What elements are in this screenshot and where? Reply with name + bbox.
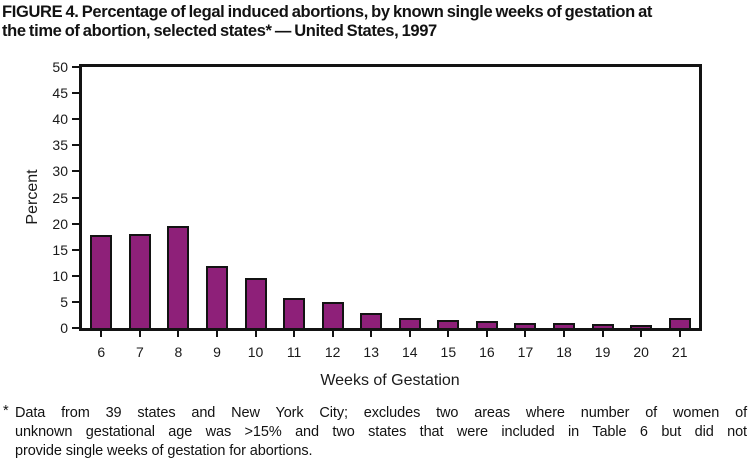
- x-tick-10: [254, 331, 257, 337]
- x-tick-13: [370, 331, 373, 337]
- y-tick-15: [72, 248, 79, 251]
- bar-week-8: [167, 225, 190, 328]
- bar-week-7: [128, 234, 151, 328]
- x-tick-label-18: 18: [556, 344, 572, 360]
- figure-title-line2: the time of abortion, selected states* —…: [2, 22, 437, 40]
- y-tick-label-10: 10: [52, 267, 68, 284]
- x-tick-17: [524, 331, 527, 337]
- y-tick-10: [72, 274, 79, 277]
- bar-week-16: [475, 321, 498, 328]
- y-tick-label-30: 30: [52, 163, 68, 180]
- x-tick-11: [293, 331, 296, 337]
- footnote-asterisk: *: [3, 403, 9, 419]
- footnote-line3: provide single weeks of gestation for ab…: [15, 443, 313, 460]
- y-tick-25: [72, 196, 79, 199]
- x-tick-label-8: 8: [174, 344, 183, 360]
- x-tick-9: [215, 331, 218, 337]
- y-tick-30: [72, 170, 79, 173]
- y-tick-label-5: 5: [60, 293, 68, 310]
- y-tick-0: [72, 327, 79, 329]
- y-tick-label-20: 20: [52, 215, 68, 232]
- x-tick-label-10: 10: [247, 344, 264, 360]
- x-tick-15: [447, 331, 450, 337]
- bar-week-14: [398, 317, 421, 328]
- x-axis-title: Weeks of Gestation: [320, 372, 460, 389]
- x-tick-7: [138, 331, 141, 337]
- x-tick-label-15: 15: [440, 344, 457, 360]
- y-tick-35: [72, 144, 79, 147]
- footnote: * Data from 39 states and New York City;…: [2, 403, 747, 462]
- y-tick-label-35: 35: [52, 137, 68, 154]
- x-tick-8: [177, 331, 180, 337]
- x-tick-label-19: 19: [594, 344, 611, 360]
- bar-week-10: [244, 277, 267, 328]
- x-tick-label-9: 9: [213, 344, 221, 360]
- x-tick-6: [100, 331, 103, 337]
- x-tick-label-20: 20: [633, 344, 649, 360]
- bar-week-20: [630, 324, 653, 328]
- x-tick-label-21: 21: [671, 344, 688, 360]
- bar-week-12: [321, 302, 344, 328]
- x-tick-label-12: 12: [324, 344, 341, 360]
- y-tick-45: [72, 92, 79, 95]
- x-tick-label-7: 7: [135, 344, 144, 360]
- x-tick-label-14: 14: [401, 344, 418, 360]
- y-tick-label-45: 45: [52, 85, 68, 102]
- x-tick-21: [678, 331, 681, 337]
- x-tick-label-13: 13: [363, 344, 379, 360]
- y-tick-label-40: 40: [52, 111, 68, 128]
- plot-area: [79, 64, 702, 331]
- x-tick-label-11: 11: [286, 344, 302, 360]
- y-tick-5: [72, 300, 79, 303]
- x-tick-12: [331, 331, 334, 337]
- y-tick-label-50: 50: [52, 59, 68, 75]
- bar-week-19: [591, 324, 614, 328]
- footnote-line2: unknown gestational age was >15% and two…: [15, 424, 747, 441]
- bar-week-11: [283, 297, 306, 328]
- bar-week-21: [668, 318, 691, 328]
- x-tick-label-17: 17: [517, 344, 534, 360]
- bar-week-18: [553, 323, 576, 328]
- x-tick-19: [601, 331, 604, 337]
- x-tick-20: [640, 331, 643, 337]
- x-tick-label-16: 16: [479, 344, 495, 360]
- figure-title: FIGURE 4. Percentage of legal induced ab…: [2, 3, 749, 41]
- bar-week-17: [514, 322, 537, 328]
- y-tick-50: [72, 66, 79, 68]
- y-tick-label-25: 25: [52, 189, 68, 206]
- figure-title-line1: FIGURE 4. Percentage of legal induced ab…: [2, 3, 653, 21]
- footnote-line1: Data from 39 states and New York City; e…: [15, 405, 747, 421]
- y-tick-label-15: 15: [52, 241, 68, 258]
- x-tick-18: [563, 331, 566, 337]
- x-tick-16: [485, 331, 488, 337]
- x-tick-label-6: 6: [97, 344, 106, 360]
- y-tick-40: [72, 118, 79, 121]
- x-tick-14: [408, 331, 411, 337]
- y-tick-label-0: 0: [60, 320, 68, 336]
- bar-week-9: [205, 266, 228, 328]
- bar-week-15: [437, 320, 460, 328]
- bar-week-6: [90, 235, 113, 328]
- bar-week-13: [360, 312, 383, 328]
- y-tick-20: [72, 222, 79, 225]
